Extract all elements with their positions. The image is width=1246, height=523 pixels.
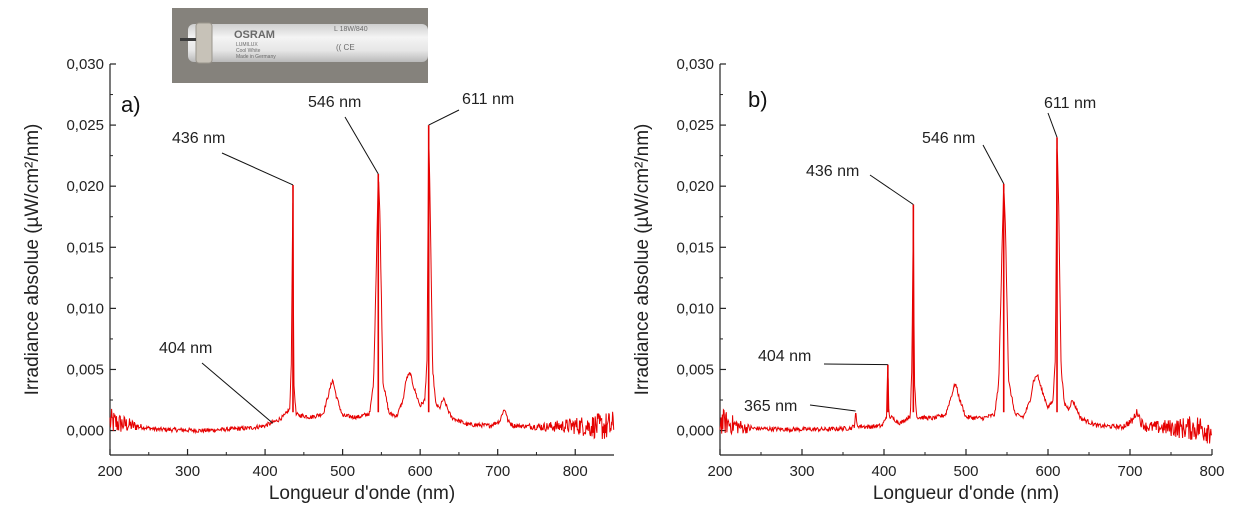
x-tick-label: 700 bbox=[1117, 463, 1142, 480]
spectrum-line bbox=[719, 148, 1213, 444]
annotation-leader bbox=[869, 174, 914, 205]
y-tick-label: 0,030 bbox=[676, 56, 714, 73]
y-tick-label: 0,000 bbox=[676, 423, 714, 440]
annotation-leader bbox=[428, 109, 460, 126]
x-tick-label: 400 bbox=[253, 463, 278, 480]
x-tick-label: 700 bbox=[485, 463, 510, 480]
x-tick-label: 300 bbox=[175, 463, 200, 480]
annotation-leader bbox=[221, 152, 294, 186]
x-tick-label: 600 bbox=[1035, 463, 1060, 480]
peak-annotation: 404 nm bbox=[159, 340, 212, 357]
x-tick-label: 500 bbox=[330, 463, 355, 480]
lamp-marks: (( CE bbox=[336, 43, 355, 52]
y-axis-title: Irradiance absolue (µW/cm²/nm) bbox=[22, 124, 43, 396]
lamp-line2: Cool White bbox=[236, 48, 261, 54]
y-tick-label: 0,025 bbox=[66, 117, 104, 134]
panel-label: a) bbox=[121, 92, 141, 117]
peak-annotation: 611 nm bbox=[1044, 95, 1096, 112]
y-tick-label: 0,030 bbox=[66, 56, 104, 73]
chart-a: 200 300 400 500 600 700 800 0,000 0,005 0,010 0,01… bbox=[22, 56, 615, 504]
y-tick-label: 0,010 bbox=[676, 300, 714, 317]
x-tick-label: 300 bbox=[789, 463, 814, 480]
peak-annotation: 365 nm bbox=[744, 398, 797, 415]
y-tick-label: 0,005 bbox=[66, 361, 104, 378]
lamp-line1: LUMILUX bbox=[236, 42, 258, 48]
y-tick-label: 0,020 bbox=[66, 178, 104, 195]
chart-b: 200 300 400 500 600 700 800 0,000 0,005 0,010 0,01… bbox=[632, 56, 1225, 504]
panel-label: b) bbox=[748, 87, 768, 112]
peak-annotation: 546 nm bbox=[922, 130, 975, 147]
y-axis-title: Irradiance absolue (µW/cm²/nm) bbox=[632, 124, 653, 396]
x-tick-label: 500 bbox=[953, 463, 978, 480]
lamp-photo: OSRAM L 18W/840 LUMILUX Cool White Made … bbox=[172, 8, 428, 83]
y-tick-label: 0,020 bbox=[676, 178, 714, 195]
peak-annotation: 611 nm bbox=[462, 91, 514, 108]
y-tick-label: 0,025 bbox=[676, 117, 714, 134]
peak-annotation: 546 nm bbox=[308, 94, 361, 111]
x-axis-title: Longueur d'onde (nm) bbox=[873, 483, 1059, 504]
lamp-brand: OSRAM bbox=[234, 29, 275, 41]
lamp-end-cap bbox=[195, 22, 213, 64]
annotation-leader bbox=[1047, 112, 1058, 138]
x-tick-label: 200 bbox=[707, 463, 732, 480]
y-tick-label: 0,015 bbox=[676, 239, 714, 256]
x-tick-label: 800 bbox=[1199, 463, 1224, 480]
peak-annotation: 404 nm bbox=[758, 348, 811, 365]
annotation-leader bbox=[344, 116, 379, 175]
y-tick-label: 0,005 bbox=[676, 361, 714, 378]
annotation-leader bbox=[201, 362, 274, 424]
lamp-pin bbox=[180, 38, 196, 41]
annotation-leader bbox=[982, 144, 1005, 184]
x-axis-title: Longueur d'onde (nm) bbox=[269, 483, 455, 504]
y-tick-label: 0,015 bbox=[66, 239, 104, 256]
x-tick-label: 400 bbox=[871, 463, 896, 480]
y-tick-label: 0,000 bbox=[66, 423, 104, 440]
x-tick-label: 600 bbox=[408, 463, 433, 480]
annotation-leader bbox=[823, 363, 888, 366]
x-tick-label: 800 bbox=[563, 463, 588, 480]
lamp-line3: Made in Germany bbox=[236, 54, 276, 60]
peak-annotation: 436 nm bbox=[172, 130, 225, 147]
annotation-leader bbox=[809, 404, 856, 412]
peak-annotation: 436 nm bbox=[806, 163, 859, 180]
lamp-model: L 18W/840 bbox=[334, 26, 368, 33]
lamp-tube bbox=[188, 24, 428, 62]
spectrum-line bbox=[109, 135, 615, 440]
x-tick-label: 200 bbox=[97, 463, 122, 480]
y-tick-label: 0,010 bbox=[66, 300, 104, 317]
